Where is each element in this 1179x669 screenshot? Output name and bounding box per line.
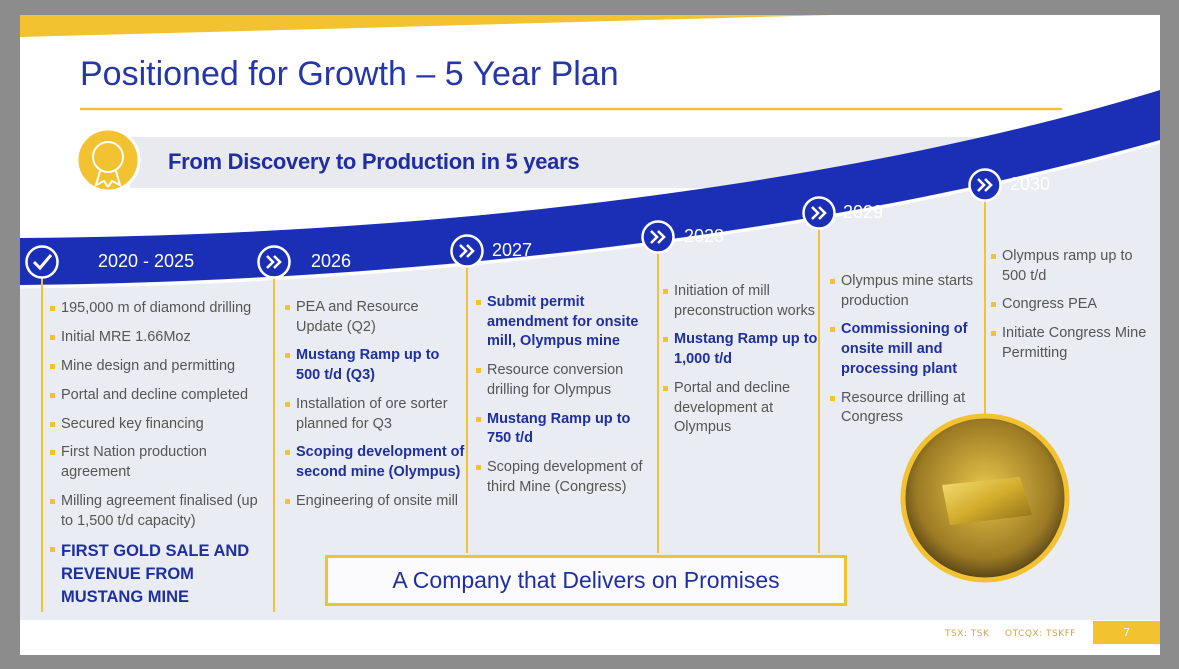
content-area: [20, 140, 1160, 620]
banner-icon-ribbon: [94, 170, 122, 188]
timeline-item: Mustang Ramp up to 1,000 t/d: [663, 330, 822, 369]
check-mark: [32, 254, 53, 271]
milestone-icon: [25, 245, 59, 279]
timeline-period: 2029: [843, 202, 884, 222]
banner-text: From Discovery to Production in 5 years: [168, 149, 580, 174]
timeline-item: Resource conversion drilling for Olympus: [476, 361, 652, 400]
timeline-period: 2030: [1010, 174, 1051, 194]
timeline-item: Secured key financing: [50, 415, 273, 435]
timeline-item: Initiate Congress Mine Permitting: [991, 324, 1152, 363]
timeline-period: 2020 - 2025: [98, 251, 195, 271]
timeline-item: Installation of ore sorter planned for Q…: [285, 395, 466, 434]
slide: Positioned for Growth – 5 Year Plan From…: [20, 15, 1160, 655]
banner-icon: [75, 127, 141, 193]
ticker: OTCQX: TSKFF: [1005, 629, 1076, 639]
chevrons: [266, 255, 282, 269]
gold-bar: [942, 477, 1032, 525]
timeline-column: Olympus mine starts production Commission…: [830, 272, 983, 437]
chevrons: [650, 230, 666, 244]
timeline-item: First Nation production agreement: [50, 443, 273, 482]
timeline-item: Milling agreement finalised (up to 1,500…: [50, 492, 273, 531]
timeline-item: Engineering of onsite mill: [285, 492, 466, 512]
timeline-column: Initiation of mill preconstruction works…: [663, 282, 822, 447]
swoosh: [20, 90, 1160, 285]
timeline-item: PEA and Resource Update (Q2): [285, 298, 466, 337]
banner-icon-badge: [92, 141, 124, 173]
chevrons: [977, 178, 993, 192]
chevrons: [811, 206, 827, 220]
timeline-period: 2026: [311, 251, 352, 271]
timeline-item: Resource drilling at Congress: [830, 389, 983, 428]
timeline-item: Commissioning of onsite mill and process…: [830, 320, 983, 379]
timeline-period: 2028: [684, 226, 725, 246]
timeline-item: Portal and decline development at Olympu…: [663, 379, 822, 438]
chevrons: [459, 244, 475, 258]
timeline-column: 195,000 m of diamond drilling Initial MRE…: [50, 299, 273, 619]
timeline-item: Submit permit amendment for onsite mill,…: [476, 293, 652, 352]
timeline-item: 195,000 m of diamond drilling: [50, 299, 273, 319]
timeline-item: Congress PEA: [991, 295, 1152, 315]
title: Positioned for Growth – 5 Year Plan: [80, 55, 619, 93]
timeline-period: 2027: [492, 240, 533, 260]
ticker: TSX: TSK: [945, 629, 990, 639]
tagline: A Company that Delivers on Promises: [325, 555, 847, 606]
top-stripe: [20, 15, 830, 37]
page-number: 7: [1093, 621, 1160, 644]
slide-graphics: [20, 15, 1160, 620]
timeline-column: Olympus ramp up to 500 t/d Congress PEA In…: [991, 247, 1152, 373]
timeline-item: Scoping development of third Mine (Congr…: [476, 458, 652, 497]
timeline-column: PEA and Resource Update (Q2) Mustang Ramp…: [285, 298, 466, 521]
timeline-item: Initial MRE 1.66Moz: [50, 328, 273, 348]
timeline-item: Olympus ramp up to 500 t/d: [991, 247, 1152, 286]
timeline-item: Scoping development of second mine (Olym…: [285, 443, 466, 482]
timeline-item: Mustang Ramp up to 500 t/d (Q3): [285, 346, 466, 385]
timeline-column: Submit permit amendment for onsite mill,…: [476, 293, 652, 507]
timeline-item: Mine design and permitting: [50, 357, 273, 377]
timeline-item: Initiation of mill preconstruction works: [663, 282, 822, 321]
timeline-item: Portal and decline completed: [50, 386, 273, 406]
timeline-item: Mustang Ramp up to 750 t/d: [476, 410, 652, 449]
timeline-item: FIRST GOLD SALE AND REVENUE FROM MUSTANG…: [50, 540, 273, 609]
timeline-item: Olympus mine starts production: [830, 272, 983, 311]
